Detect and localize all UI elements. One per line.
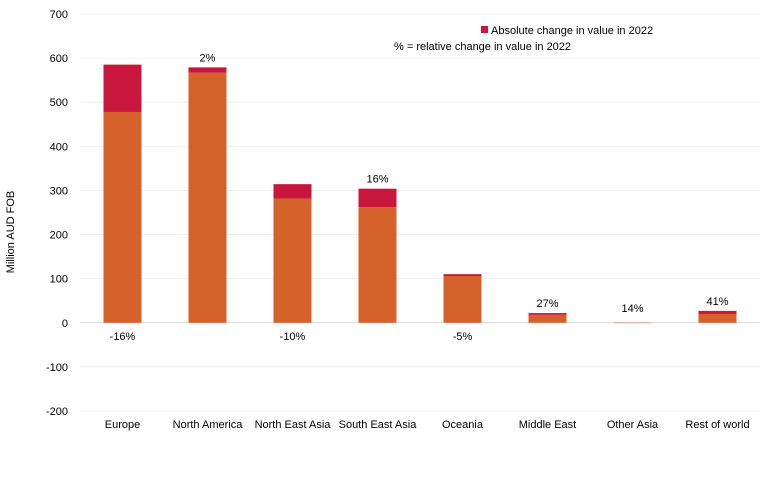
pct-label: 41%	[706, 296, 728, 308]
pct-label: 2%	[200, 52, 216, 64]
bar-base	[188, 72, 227, 323]
x-tick-label: Europe	[105, 419, 140, 431]
pct-label: -16%	[110, 331, 136, 343]
pct-label: 14%	[621, 303, 643, 315]
bar-change	[103, 64, 142, 112]
x-tick-label: North East Asia	[255, 419, 332, 431]
bar-change	[273, 184, 312, 199]
bar-base	[443, 274, 482, 323]
y-tick-label: 200	[50, 230, 68, 242]
bar-base	[613, 321, 652, 324]
y-tick-label: 300	[50, 185, 68, 197]
y-tick-label: -200	[46, 406, 68, 418]
bar-change	[358, 188, 397, 208]
x-tick-label: Middle East	[519, 419, 576, 431]
x-tick-label: North America	[173, 419, 244, 431]
legend-swatch	[481, 26, 488, 33]
y-tick-label: 400	[50, 141, 68, 153]
y-tick-label: 100	[50, 274, 68, 286]
x-tick-label: Oceania	[442, 419, 484, 431]
bar-base	[698, 313, 737, 323]
pct-label: 27%	[536, 298, 558, 310]
pct-label: -10%	[280, 331, 306, 343]
pct-label: 16%	[366, 174, 388, 186]
legend-note: % = relative change in value in 2022	[394, 41, 571, 53]
bar-change	[443, 274, 482, 277]
y-tick-label: -100	[46, 362, 68, 374]
y-tick-label: 0	[62, 318, 68, 330]
y-tick-label: 700	[50, 9, 68, 21]
bar-change	[528, 313, 567, 315]
pct-label: -5%	[453, 331, 473, 343]
y-axis-label: Million AUD FOB	[5, 191, 17, 274]
x-tick-label: South East Asia	[339, 419, 418, 431]
x-tick-label: Rest of world	[685, 419, 749, 431]
y-tick-label: 500	[50, 97, 68, 109]
x-tick-label: Other Asia	[607, 419, 659, 431]
bar-base	[273, 184, 312, 323]
bar-change	[188, 67, 227, 73]
bar-base	[358, 207, 397, 323]
bar-change	[698, 310, 737, 314]
y-tick-label: 600	[50, 53, 68, 65]
legend-entry: Absolute change in value in 2022	[491, 25, 653, 37]
bar-base	[528, 314, 567, 323]
